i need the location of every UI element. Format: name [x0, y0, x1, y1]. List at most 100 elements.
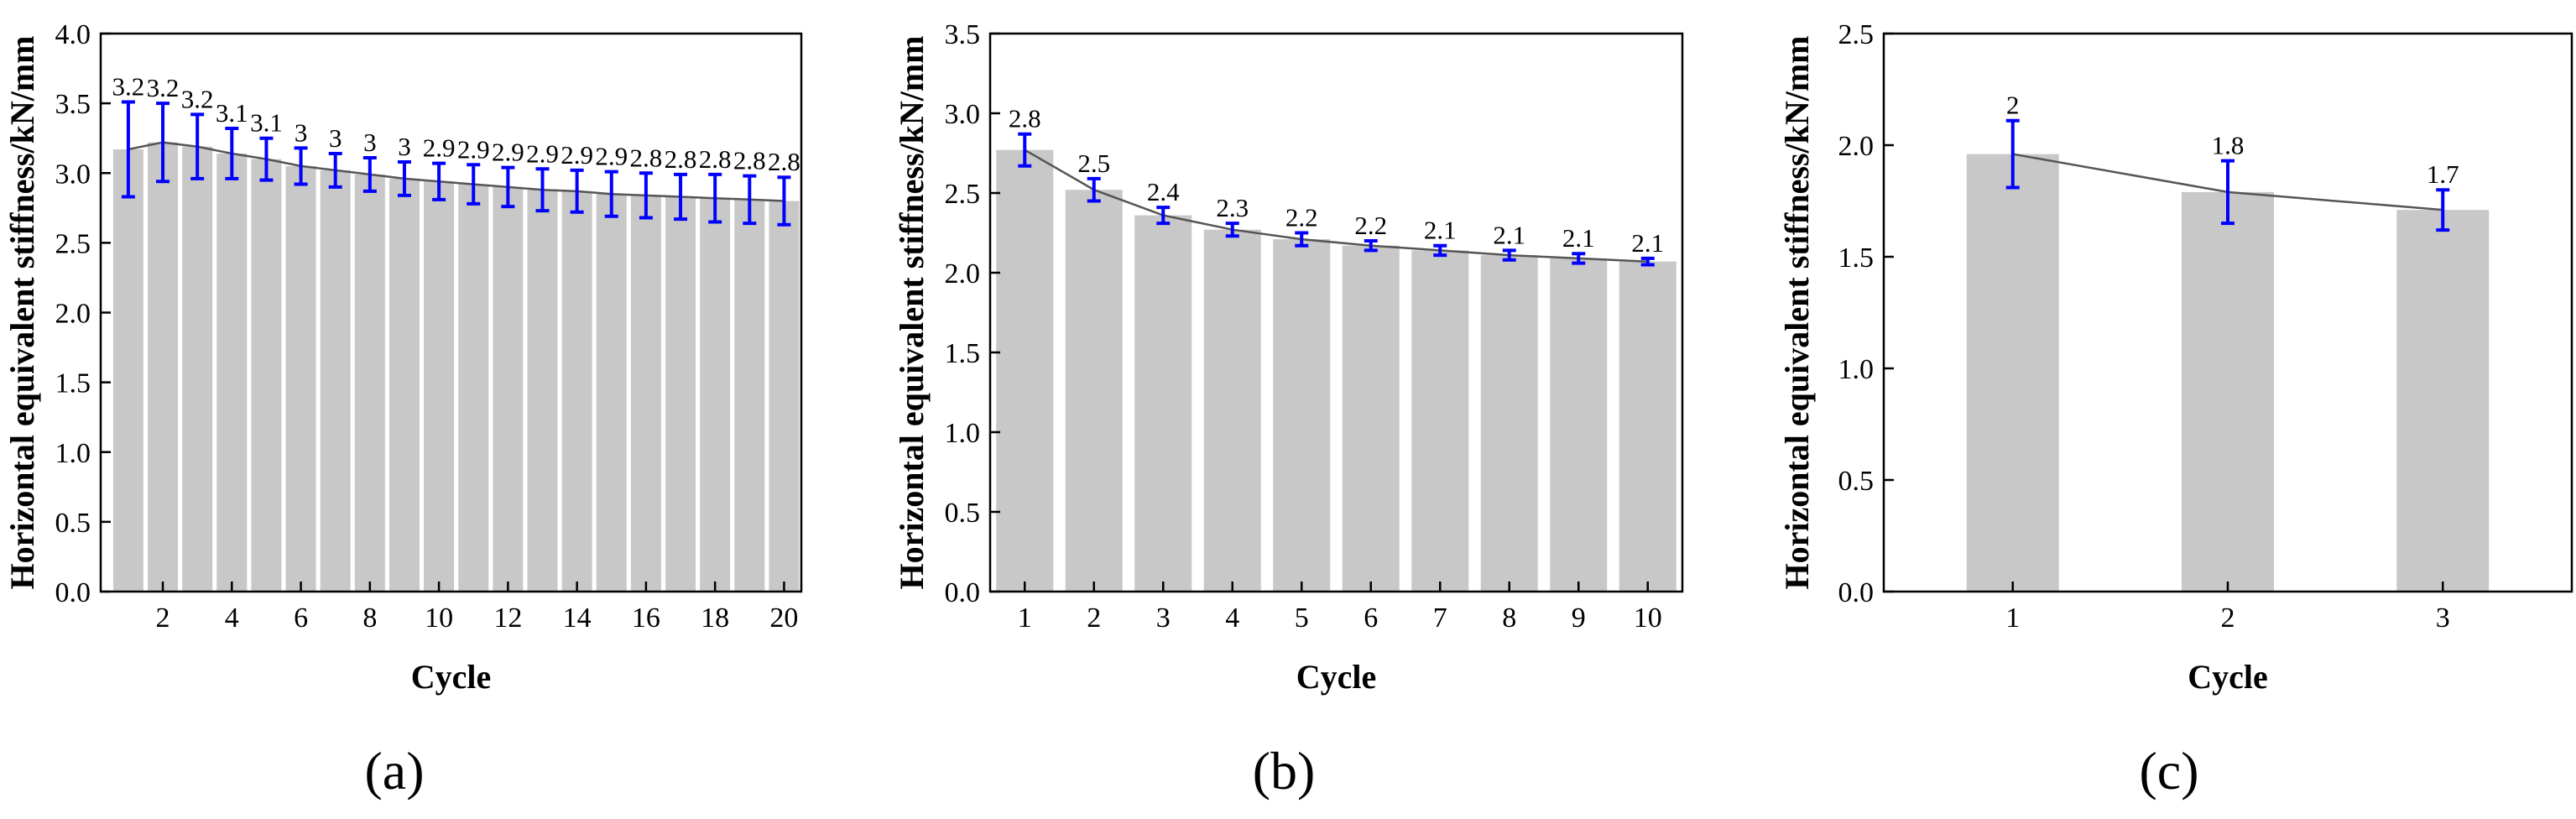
bar: [148, 142, 179, 592]
data-label: 2.1: [1424, 216, 1457, 245]
bar: [1273, 239, 1331, 592]
bar: [182, 146, 213, 592]
bar: [2182, 191, 2274, 592]
data-label: 2.9: [561, 140, 593, 170]
data-label: 2.9: [492, 138, 524, 167]
y-axis-title: Horizontal equivalent stiffness/kN/mm: [3, 36, 41, 590]
data-label: 2.2: [1354, 211, 1387, 240]
data-label: 2.8: [699, 144, 732, 174]
x-tick-label: 9: [1572, 603, 1586, 634]
bar: [1619, 261, 1676, 592]
x-tick-label: 2: [156, 603, 170, 634]
x-tick-label: 12: [493, 603, 522, 634]
y-tick-label: 2.5: [1838, 19, 1875, 50]
error-bar: [156, 102, 170, 184]
data-label: 1.8: [2212, 131, 2245, 160]
data-label: 2.8: [1009, 104, 1041, 133]
bar: [596, 194, 627, 592]
y-tick-label: 0.5: [1838, 466, 1875, 497]
bar: [2396, 210, 2490, 592]
x-tick-label: 2: [1087, 603, 1101, 634]
error-bar: [2436, 188, 2450, 232]
x-tick-label: 14: [563, 603, 592, 634]
x-tick-label: 8: [1502, 603, 1516, 634]
chart-panel-1: 3.2 3.2 3.2 3.1 3.1 3 3 3 3 2.9 2.9 2.9 2.9 2.9 2.9 2.8…: [3, 19, 803, 801]
error-bar: [259, 136, 274, 182]
data-label: 2.8: [768, 147, 800, 176]
bar: [1966, 154, 2059, 592]
x-tick-label: 5: [1295, 603, 1309, 634]
data-label: 2.1: [1631, 228, 1664, 258]
y-tick-label: 0.5: [55, 508, 91, 539]
y-tick-label: 3.0: [55, 159, 91, 190]
trend-line: [1024, 149, 1648, 263]
y-tick-label: 1.0: [1838, 354, 1875, 385]
error-bar: [1295, 231, 1309, 248]
y-tick-label: 3.5: [945, 19, 981, 50]
error-bar: [1433, 243, 1447, 258]
data-label: 2.1: [1493, 220, 1525, 249]
data-label: 2.9: [595, 142, 628, 171]
error-bar: [1087, 176, 1101, 203]
chart-panel-3: 2 1.8 1.7 0.0 0.5 1.0 1.5 2.0 2.5 1 2 3 Cycle Horizon…: [1778, 19, 2573, 801]
axes-frame: [988, 32, 1684, 593]
data-label: 2.2: [1285, 203, 1318, 232]
y-tick-label: 4.0: [55, 19, 91, 50]
y-tick-label: 2.0: [55, 299, 91, 330]
data-label: 2.1: [1562, 223, 1595, 253]
x-tick-label: 18: [701, 603, 729, 634]
y-tick-label: 2.5: [55, 228, 91, 259]
x-tick-label: 10: [1634, 603, 1662, 634]
error-bar: [501, 165, 515, 209]
y-tick-label: 1.0: [55, 438, 91, 469]
error-bar: [294, 146, 308, 186]
x-axis-title: Cycle: [1296, 658, 1377, 696]
y-tick-label: 0.5: [945, 498, 981, 529]
y-tick-label: 0.0: [55, 577, 91, 608]
bar: [285, 165, 316, 592]
bar: [996, 149, 1054, 592]
error-bar: [639, 171, 653, 220]
error-bar: [535, 167, 550, 213]
bar: [354, 174, 385, 592]
error-bar: [225, 127, 239, 180]
data-label: 2.8: [630, 143, 663, 172]
x-tick-label: 16: [632, 603, 660, 634]
data-label: 2.9: [457, 134, 490, 164]
trend-line: [128, 141, 785, 202]
error-bar: [1156, 206, 1171, 226]
data-label: 2.8: [733, 146, 766, 175]
bar: [630, 195, 661, 592]
y-tick-label: 1.5: [55, 368, 91, 399]
x-tick-label: 10: [425, 603, 453, 634]
x-tick-label: 8: [362, 603, 377, 634]
error-bar: [328, 151, 342, 189]
error-bar: [777, 175, 791, 227]
bar: [1065, 190, 1123, 592]
x-tick-label: 4: [1225, 603, 1239, 634]
error-bar: [1502, 248, 1516, 262]
bar: [424, 181, 455, 592]
error-bar: [743, 174, 757, 226]
data-label: 3: [329, 123, 342, 153]
error-bar: [1225, 222, 1239, 238]
data-label: 2.9: [526, 138, 559, 168]
panel-label: (b): [1253, 741, 1316, 801]
bar: [1203, 229, 1261, 592]
error-bar: [1018, 132, 1032, 168]
bar: [458, 184, 489, 592]
error-bar: [1640, 256, 1655, 267]
error-bar: [570, 168, 584, 214]
data-label: 3.2: [181, 84, 214, 113]
x-tick-label: 3: [2436, 603, 2450, 634]
y-tick-label: 0.0: [1838, 577, 1875, 608]
data-label: 3.1: [250, 108, 283, 138]
error-bar: [2221, 159, 2234, 226]
y-tick-label: 1.5: [945, 338, 981, 369]
data-label: 2.4: [1147, 177, 1180, 206]
bar: [251, 159, 282, 592]
y-tick-label: 0.0: [945, 577, 981, 608]
panel-label: (c): [2139, 741, 2198, 801]
x-tick-label: 1: [1018, 603, 1032, 634]
